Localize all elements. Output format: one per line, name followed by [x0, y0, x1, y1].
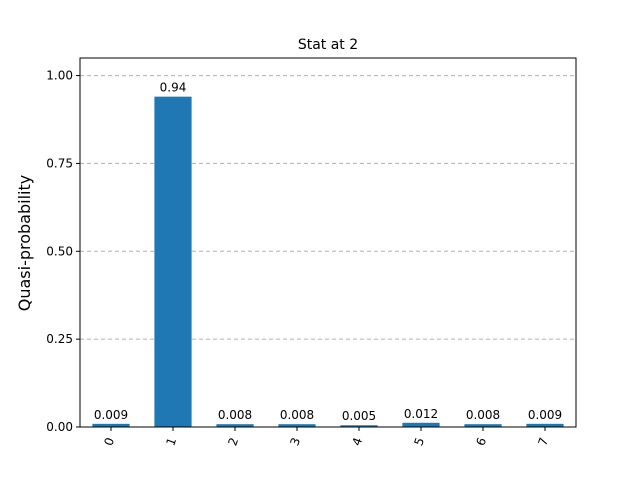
bar [154, 96, 192, 428]
data-label: 0.94 [160, 81, 187, 95]
data-label: 0.005 [342, 409, 376, 423]
y-tick-label: 1.00 [46, 69, 73, 83]
x-tick-label: 4 [349, 436, 365, 448]
x-tick-label: 0 [101, 436, 117, 448]
bar [278, 424, 316, 427]
chart-title: Stat at 2 [298, 37, 358, 53]
bar [526, 423, 564, 427]
data-label: 0.008 [466, 408, 500, 422]
x-tick-label: 2 [225, 436, 241, 448]
grid-lines [80, 75, 576, 340]
y-tick-label: 0.50 [46, 244, 73, 258]
data-labels: 0.009 0.94 0.008 0.008 0.005 0.012 0.008 0.009 [94, 81, 562, 424]
bar [340, 425, 378, 427]
bar [464, 424, 502, 427]
bar [92, 423, 130, 427]
x-tick-label: 5 [411, 436, 427, 448]
x-tick-label: 7 [535, 436, 551, 448]
y-axis-label: Quasi-probability [15, 175, 34, 311]
data-label: 0.012 [404, 407, 438, 421]
bar [402, 422, 440, 427]
x-axis-ticks: 0 1 2 3 4 5 6 7 [101, 427, 551, 448]
bars [92, 96, 564, 428]
x-tick-label: 6 [473, 436, 489, 448]
y-tick-label: 0.75 [46, 156, 73, 170]
data-label: 0.008 [280, 408, 314, 422]
plot-frame [79, 57, 577, 428]
y-axis-ticks: 0.00 0.25 0.50 0.75 1.00 [46, 69, 80, 434]
y-tick-label: 0.25 [46, 332, 73, 346]
x-tick-label: 1 [163, 436, 179, 448]
data-label: 0.009 [528, 408, 562, 422]
bar [216, 424, 254, 427]
data-label: 0.009 [94, 408, 128, 422]
data-label: 0.008 [218, 408, 252, 422]
y-tick-label: 0.00 [46, 420, 73, 434]
x-tick-label: 3 [287, 436, 303, 448]
